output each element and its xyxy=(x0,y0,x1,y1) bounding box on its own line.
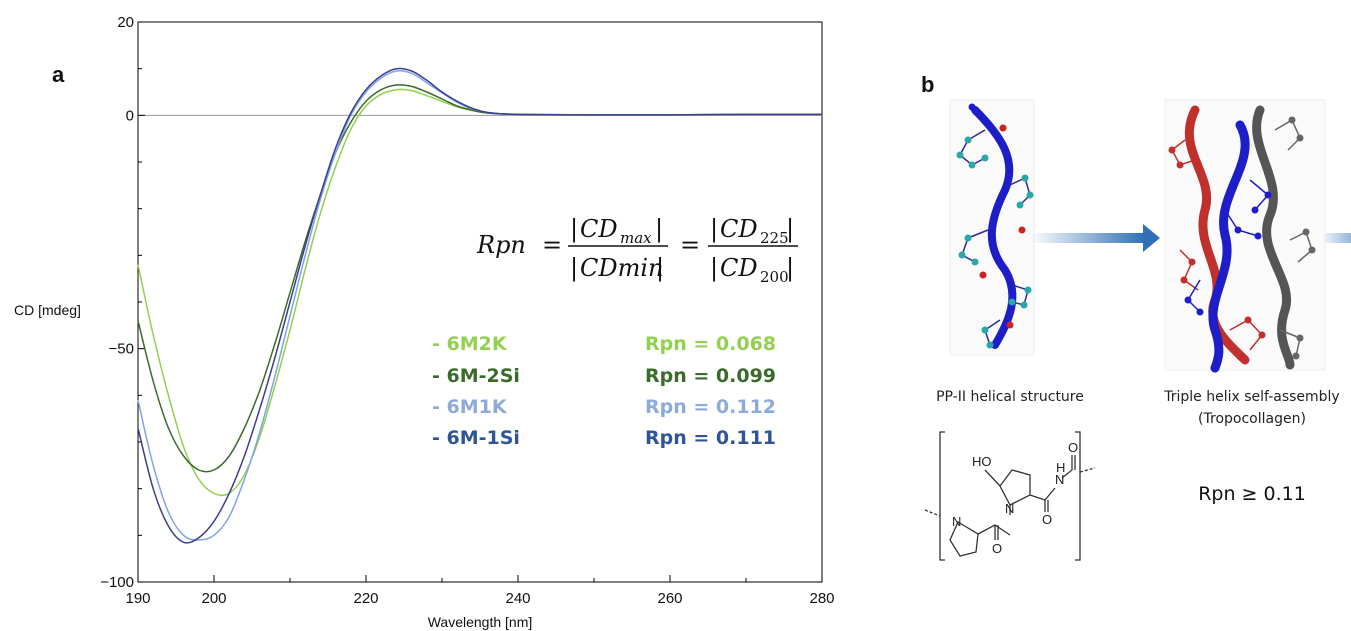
y-tick-labels: 20 0 −50 −100 xyxy=(100,14,134,591)
x-axis-label: Wavelength [nm] xyxy=(428,614,533,630)
legend-rpn-6m2k: Rpn = 0.068 xyxy=(645,333,776,355)
gray-strand xyxy=(1252,105,1295,370)
bracket-right xyxy=(1075,431,1081,561)
legend-rpn-6m1k: Rpn = 0.112 xyxy=(645,396,776,418)
helix-backbone xyxy=(971,106,1017,349)
formula-bar-8: | xyxy=(786,254,794,283)
x-tick-label: 280 xyxy=(809,590,834,607)
cd-chart: 200−50−100 190 200 220 240 260 280 CD [mdeg] … xyxy=(14,14,835,630)
formula-den1-main: CDmin xyxy=(580,254,664,282)
formula-den2-sub: 200 xyxy=(760,268,789,286)
formula-equals-1: = xyxy=(542,231,562,259)
formula-bar-5: | xyxy=(710,215,718,244)
helix-atoms xyxy=(956,103,1034,349)
panel-a-label: a xyxy=(52,62,65,87)
caption-pp-ii: PP-II helical structure xyxy=(936,389,1084,405)
rpn-formula: Rpn = | CD max | | CDmin | = | CD 225 | … xyxy=(476,215,798,286)
formula-bar-3: | xyxy=(570,254,578,283)
chem-label-o2: O xyxy=(1042,512,1052,527)
axis-ticks xyxy=(137,21,823,583)
legend: - 6M2K Rpn = 0.068 - 6M-2Si Rpn = 0.099 … xyxy=(432,333,776,449)
chem-label-n2: N xyxy=(1005,501,1014,516)
formula-equals-2: = xyxy=(680,231,700,259)
panel-b-label: b xyxy=(921,72,934,97)
blue-strand xyxy=(1208,120,1250,373)
formula-num2-sub: 225 xyxy=(760,229,789,247)
chem-label-nh-n: N xyxy=(1055,472,1064,487)
bracket-left xyxy=(939,431,945,561)
formula-bar-6: | xyxy=(786,215,794,244)
hydroxyproline-ring xyxy=(999,469,1031,506)
legend-rpn-6m-1si: Rpn = 0.111 xyxy=(645,427,776,449)
triple-helix-side-chains xyxy=(1171,118,1313,357)
y-tick-label: −100 xyxy=(100,574,134,591)
formula-num2-main: CD xyxy=(720,215,758,243)
formula-num1-sub: max xyxy=(620,229,652,247)
triple-helix-atoms xyxy=(1168,116,1316,372)
plot-frame xyxy=(137,21,823,583)
series-line-6m1k xyxy=(137,70,823,541)
proline-ring-1 xyxy=(949,521,979,557)
caption-triple-helix: Triple helix self-assembly xyxy=(1163,389,1339,405)
x-tick-label: 190 xyxy=(125,590,150,607)
x-tick-label: 260 xyxy=(657,590,682,607)
series-lines xyxy=(137,67,823,544)
formula-bar-1: | xyxy=(570,215,578,244)
chemical-structure xyxy=(924,431,1096,561)
legend-label-6m1k: - 6M1K xyxy=(432,396,508,418)
chem-label-n1: N xyxy=(952,514,961,529)
chem-label-o1: O xyxy=(992,541,1002,556)
arrow-continuation xyxy=(1318,233,1351,243)
formula-bar-2: | xyxy=(655,215,663,244)
y-tick-label: −50 xyxy=(109,341,134,358)
series-line-6m-1si xyxy=(137,67,823,544)
legend-rpn-6m-2si: Rpn = 0.099 xyxy=(645,365,776,387)
x-tick-labels: 190 200 220 240 260 280 xyxy=(125,590,834,607)
legend-label-6m-1si: - 6M-1Si xyxy=(432,427,520,449)
arrow-to-triple-helix xyxy=(1030,224,1160,252)
chem-label-nh-h: H xyxy=(1056,460,1065,475)
chem-label-ho: HO xyxy=(972,454,992,469)
x-tick-label: 200 xyxy=(201,590,226,607)
formula-den2-main: CD xyxy=(720,254,758,282)
legend-label-6m-2si: - 6M-2Si xyxy=(432,365,520,387)
y-tick-label: 0 xyxy=(126,107,134,124)
legend-label-6m2k: - 6M2K xyxy=(432,333,508,355)
chemical-labels: HO N N N H O O O xyxy=(952,440,1078,556)
triple-helix-illustration xyxy=(1164,99,1326,373)
x-tick-label: 240 xyxy=(505,590,530,607)
y-axis-label: CD [mdeg] xyxy=(14,302,81,318)
caption-tropocollagen: (Tropocollagen) xyxy=(1198,411,1306,427)
formula-num1-main: CD xyxy=(580,215,618,243)
y-tick-label: 20 xyxy=(117,14,134,31)
x-tick-label: 220 xyxy=(353,590,378,607)
formula-bar-4: | xyxy=(656,254,664,283)
formula-bar-7: | xyxy=(710,254,718,283)
chem-label-o3: O xyxy=(1068,440,1078,455)
pp-ii-helix-illustration xyxy=(949,99,1035,356)
rpn-threshold: Rpn ≥ 0.11 xyxy=(1198,483,1306,505)
formula-lhs: Rpn xyxy=(476,231,526,259)
